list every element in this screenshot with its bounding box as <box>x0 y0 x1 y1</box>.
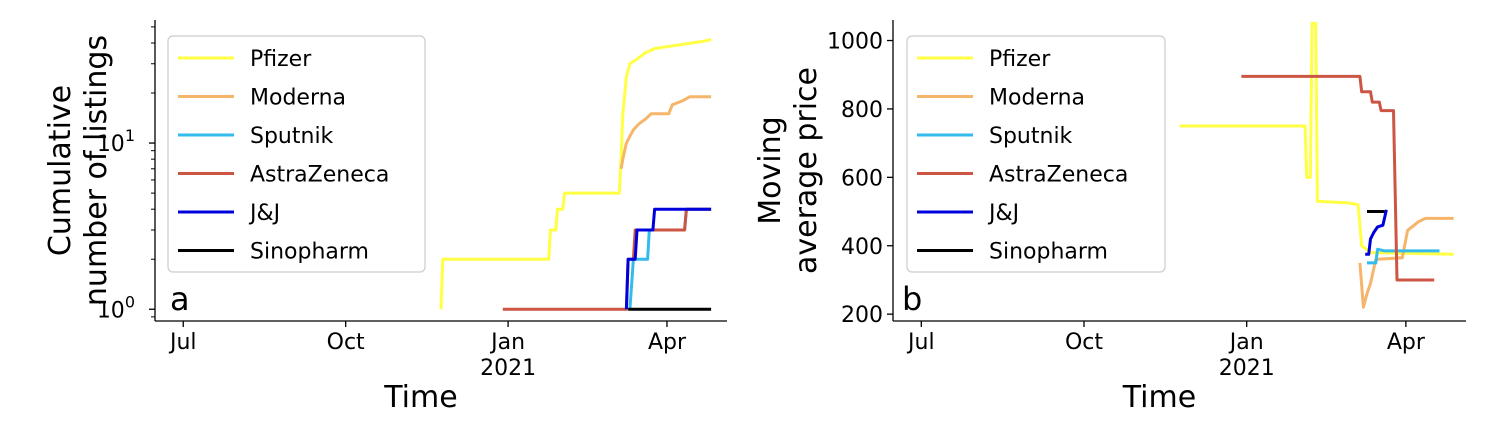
x-tick-label: Jan <box>1228 330 1264 355</box>
series-line-moderna <box>619 95 712 170</box>
legend: Pfizer Moderna Sputnik AstraZeneca J&J Sinoph… <box>167 35 426 273</box>
y-tick-label: 400 <box>841 235 883 260</box>
legend-label-pfizer: Pfizer <box>989 47 1051 72</box>
series-line-j-j <box>624 207 712 310</box>
y-tick-label: 100 <box>97 292 135 323</box>
x-tick-label: Oct <box>327 330 365 355</box>
legend: Pfizer Moderna Sputnik AstraZeneca J&J Sinoph… <box>906 35 1166 273</box>
series-line-pfizer <box>1179 21 1454 256</box>
x-tick-label: Jan <box>489 330 525 355</box>
y-axis-title: Cumulative <box>43 85 78 256</box>
series-lines <box>439 38 712 311</box>
y-tick-label: 800 <box>841 98 883 123</box>
legend-label-moderna: Moderna <box>250 86 346 111</box>
legend-label-sinopharm: Sinopharm <box>250 240 369 265</box>
legend-label-astrazeneca: AstraZeneca <box>250 163 389 188</box>
series-line-pfizer <box>439 38 712 310</box>
x-tick-label: Jul <box>168 330 197 355</box>
legend-label-astrazeneca: AstraZeneca <box>989 163 1128 188</box>
y-axis-title: number of listings <box>79 35 114 306</box>
legend-label-sinopharm: Sinopharm <box>989 240 1108 265</box>
legend-label-pfizer: Pfizer <box>250 47 312 72</box>
x-tick-label: Oct <box>1065 330 1103 355</box>
x-tick-sublabel: 2021 <box>1219 356 1275 381</box>
x-tick-sublabel: 2021 <box>480 356 536 381</box>
y-tick-label: 600 <box>841 166 883 191</box>
series-line-j-j <box>1365 209 1388 256</box>
legend-label-j-j: J&J <box>248 201 280 226</box>
legend-label-moderna: Moderna <box>989 86 1085 111</box>
y-tick-label: 200 <box>841 303 883 328</box>
legend-label-sputnik: Sputnik <box>989 124 1073 149</box>
series-line-sputnik <box>628 207 712 310</box>
y-tick-label: 1000 <box>827 30 883 55</box>
x-tick-label: Apr <box>648 330 687 355</box>
legend-label-j-j: J&J <box>987 201 1019 226</box>
y-tick-label: 101 <box>97 126 135 157</box>
series-line-astrazeneca <box>1241 74 1435 282</box>
legend-label-sputnik: Sputnik <box>250 124 334 149</box>
panel-letter: a <box>170 280 190 318</box>
y-axis-title: Moving <box>753 116 788 224</box>
panel-letter: b <box>902 280 922 318</box>
series-lines <box>1179 21 1454 309</box>
x-tick-label: Apr <box>1387 330 1426 355</box>
x-axis-title: Time <box>383 380 457 415</box>
x-axis-title: Time <box>1122 380 1196 415</box>
x-tick-label: Jul <box>906 330 935 355</box>
y-axis-title: average price <box>789 67 824 274</box>
series-line-sputnik <box>1367 247 1440 265</box>
series-line-moderna <box>1358 216 1454 309</box>
